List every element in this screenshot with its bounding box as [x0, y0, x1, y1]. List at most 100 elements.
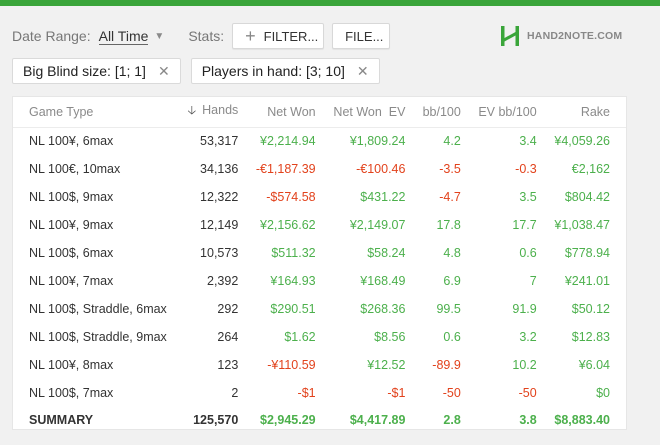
summary-ev-bb100: 3.8 [519, 413, 537, 427]
cell-hands: 12,322 [200, 190, 239, 204]
cell-hands: 2 [231, 386, 239, 400]
top-accent-bar [0, 0, 660, 6]
column-header-hands[interactable]: 🡣 Hands [178, 97, 247, 128]
cell-hands: 10,573 [200, 246, 239, 260]
cell-bb100: 17.8 [436, 218, 461, 232]
cell-bb100: -50 [442, 386, 461, 400]
cell-net-won-ev: ¥168.49 [360, 274, 406, 288]
column-header-ev-bb100[interactable]: EV bb/100 [468, 97, 545, 128]
cell-game-type: NL 100$, 7max [29, 386, 114, 400]
cell-net-won: -¥110.59 [267, 358, 316, 372]
cell-hands: 34,136 [200, 162, 239, 176]
cell-ev-bb100: 3.4 [519, 134, 537, 149]
cell-ev-bb100: 3.2 [519, 330, 537, 344]
summary-rake: $8,883.40 [554, 413, 610, 427]
table-row[interactable]: NL 100$, 9max 12,322 -$574.58 $431.22 -4… [13, 183, 626, 211]
column-header-game-type[interactable]: Game Type [13, 97, 179, 128]
cell-game-type: NL 100€, 10max [29, 162, 121, 176]
cell-hands: 123 [217, 358, 239, 372]
cell-net-won-ev: $58.24 [367, 246, 406, 260]
table-row[interactable]: NL 100$, 7max 2 -$1 -$1 -50 -50 $0 [13, 379, 626, 407]
cell-game-type: NL 100¥, 9max [29, 218, 114, 232]
cell-ev-bb100: -50 [518, 386, 537, 400]
plus-icon: + [245, 26, 256, 46]
cell-game-type: NL 100¥, 8max [29, 358, 114, 372]
stats-table-card: Game Type 🡣 Hands Net Won Net Won EV bb/1… [12, 96, 627, 430]
cell-ev-bb100: 7 [529, 274, 537, 288]
stats-table: Game Type 🡣 Hands Net Won Net Won EV bb/1… [13, 97, 626, 433]
cell-ev-bb100: -0.3 [515, 162, 537, 176]
column-header-hands-label: Hands [202, 103, 239, 118]
filter-chip-label: Players in hand: [3; 10] [201, 63, 345, 79]
cell-net-won-ev: ¥12.52 [367, 358, 406, 372]
cell-game-type: NL 100$, Straddle, 9max [29, 330, 167, 344]
filter-chip[interactable]: Big Blind size: [1; 1] ✕ [12, 58, 181, 84]
sort-arrow-icon: 🡣 [187, 103, 197, 118]
table-row[interactable]: NL 100¥, 9max 12,149 ¥2,156.62 ¥2,149.07… [13, 211, 626, 239]
cell-net-won: ¥2,214.94 [260, 134, 316, 149]
date-range-label: Date Range: [12, 28, 91, 44]
hand2note-logo: HAND2NOTE.COM [499, 25, 622, 47]
table-header-row: Game Type 🡣 Hands Net Won Net Won EV bb/1… [13, 97, 626, 128]
cell-net-won: -€1,187.39 [255, 162, 316, 176]
cell-net-won-ev: ¥1,809.24 [349, 134, 406, 149]
column-header-rake[interactable]: Rake [544, 97, 626, 128]
filter-button-label: FILTER... [263, 28, 319, 44]
cell-net-won: ¥2,156.62 [260, 218, 316, 232]
cell-net-won: ¥164.93 [270, 274, 316, 288]
filter-button[interactable]: + FILTER... [232, 23, 325, 49]
column-header-bb100[interactable]: bb/100 [413, 97, 469, 128]
table-row[interactable]: NL 100¥, 7max 2,392 ¥164.93 ¥168.49 6.9 … [13, 267, 626, 295]
summary-net-won: $2,945.29 [260, 413, 316, 427]
cell-bb100: 4.8 [443, 246, 461, 260]
cell-rake: $50.12 [571, 302, 610, 316]
table-row[interactable]: NL 100¥, 6max 53,317 ¥2,214.94 ¥1,809.24… [13, 127, 626, 155]
cell-rake: ¥4,059.26 [554, 134, 610, 149]
table-row[interactable]: NL 100¥, 8max 123 -¥110.59 ¥12.52 -89.9 … [13, 351, 626, 379]
stats-label: Stats: [188, 28, 225, 44]
column-header-net-won[interactable]: Net Won [246, 97, 324, 128]
cell-ev-bb100: 17.7 [512, 218, 537, 232]
cell-hands: 2,392 [207, 274, 239, 288]
chevron-down-icon[interactable]: ▼ [154, 30, 165, 42]
cell-net-won-ev: -$1 [387, 386, 406, 400]
table-row[interactable]: NL 100€, 10max 34,136 -€1,187.39 -€100.4… [13, 155, 626, 183]
file-button[interactable]: FILE... [332, 23, 391, 49]
close-icon[interactable]: ✕ [356, 62, 369, 79]
cell-ev-bb100: 3.5 [519, 190, 537, 204]
close-icon[interactable]: ✕ [157, 62, 170, 79]
table-row[interactable]: NL 100$, Straddle, 9max 264 $1.62 $8.56 … [13, 323, 626, 351]
table-row[interactable]: NL 100$, 6max 10,573 $511.32 $58.24 4.8 … [13, 239, 626, 267]
cell-net-won: $511.32 [271, 246, 316, 260]
column-header-net-won-ev[interactable]: Net Won EV [323, 97, 414, 128]
cell-hands: 292 [217, 302, 239, 316]
cell-ev-bb100: 10.2 [512, 358, 537, 372]
cell-bb100: 6.9 [443, 274, 461, 288]
filter-chips: Big Blind size: [1; 1] ✕ Players in hand… [12, 58, 390, 84]
date-range-dropdown[interactable]: All Time [98, 27, 149, 45]
summary-label: SUMMARY [29, 413, 94, 427]
cell-rake: $804.42 [564, 190, 610, 204]
cell-bb100: -4.7 [439, 190, 461, 204]
cell-game-type: NL 100$, 9max [29, 190, 114, 204]
cell-bb100: 99.5 [436, 302, 461, 316]
filter-chip[interactable]: Players in hand: [3; 10] ✕ [190, 58, 380, 84]
cell-rake: $778.94 [564, 246, 610, 260]
cell-bb100: 0.6 [443, 330, 461, 344]
cell-net-won-ev: $431.22 [360, 190, 406, 204]
summary-row: SUMMARY 125,570 $2,945.29 $4,417.89 2.8 … [13, 407, 626, 433]
cell-bb100: -89.9 [432, 358, 461, 372]
cell-rake: ¥6.04 [578, 358, 610, 372]
cell-net-won: $290.51 [270, 302, 316, 316]
cell-net-won-ev: $8.56 [374, 330, 406, 344]
cell-net-won-ev: -€100.46 [356, 162, 406, 176]
cell-ev-bb100: 91.9 [512, 302, 537, 316]
cell-rake: €2,162 [571, 162, 610, 176]
file-button-label: FILE... [345, 28, 384, 44]
cell-net-won-ev: $268.36 [360, 302, 406, 316]
cell-game-type: NL 100¥, 6max [29, 134, 114, 149]
cell-hands: 53,317 [200, 134, 239, 149]
table-row[interactable]: NL 100$, Straddle, 6max 292 $290.51 $268… [13, 295, 626, 323]
cell-rake: ¥1,038.47 [554, 218, 610, 232]
cell-net-won-ev: ¥2,149.07 [349, 218, 406, 232]
